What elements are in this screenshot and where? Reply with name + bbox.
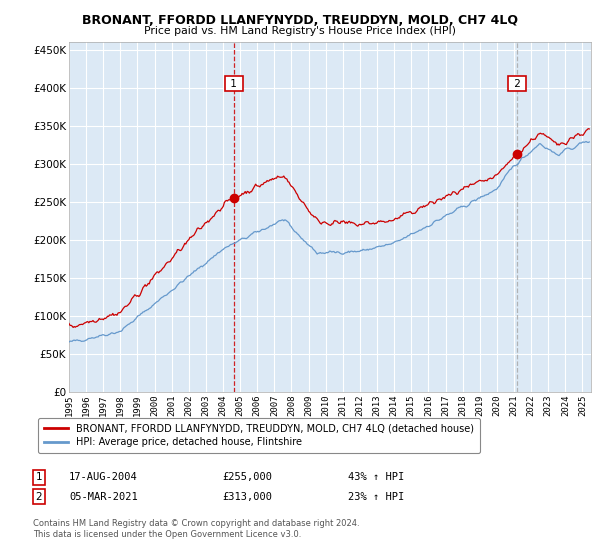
Text: BRONANT, FFORDD LLANFYNYDD, TREUDDYN, MOLD, CH7 4LQ: BRONANT, FFORDD LLANFYNYDD, TREUDDYN, MO… (82, 14, 518, 27)
Text: 23% ↑ HPI: 23% ↑ HPI (348, 492, 404, 502)
Text: This data is licensed under the Open Government Licence v3.0.: This data is licensed under the Open Gov… (33, 530, 301, 539)
Text: 2: 2 (511, 79, 524, 89)
Text: 2: 2 (35, 492, 43, 502)
Text: 1: 1 (227, 79, 241, 89)
Text: Contains HM Land Registry data © Crown copyright and database right 2024.: Contains HM Land Registry data © Crown c… (33, 519, 359, 528)
Legend: BRONANT, FFORDD LLANFYNYDD, TREUDDYN, MOLD, CH7 4LQ (detached house), HPI: Avera: BRONANT, FFORDD LLANFYNYDD, TREUDDYN, MO… (38, 418, 479, 453)
Text: Price paid vs. HM Land Registry's House Price Index (HPI): Price paid vs. HM Land Registry's House … (144, 26, 456, 36)
Text: 05-MAR-2021: 05-MAR-2021 (69, 492, 138, 502)
Text: 43% ↑ HPI: 43% ↑ HPI (348, 472, 404, 482)
Text: 17-AUG-2004: 17-AUG-2004 (69, 472, 138, 482)
Text: £255,000: £255,000 (222, 472, 272, 482)
Text: 1: 1 (35, 472, 43, 482)
Text: £313,000: £313,000 (222, 492, 272, 502)
